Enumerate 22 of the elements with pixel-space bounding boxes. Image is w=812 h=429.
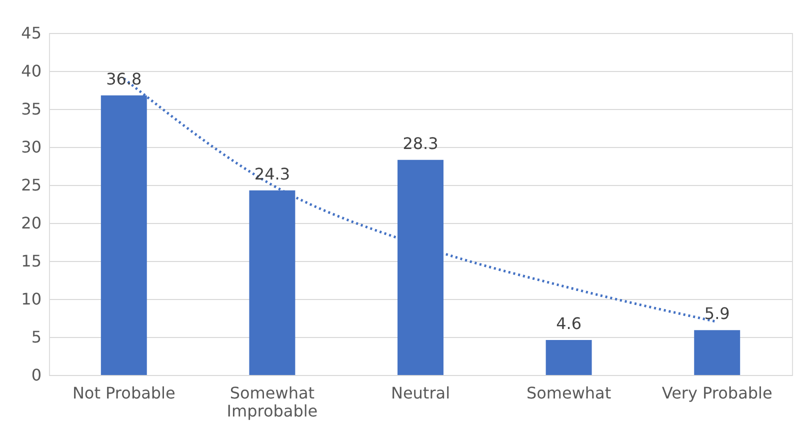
- bar: [546, 340, 592, 375]
- x-tick-label: Very Probable: [662, 384, 772, 402]
- text: 24.3: [254, 164, 290, 184]
- text: 28.3: [402, 134, 438, 153]
- y-tick-label: 0: [31, 366, 42, 384]
- y-tick-label: 5: [31, 328, 42, 346]
- x-tick-label: Neutral: [390, 384, 450, 402]
- y-tick-label: 10: [21, 290, 42, 308]
- text: 36.8: [106, 69, 142, 88]
- x-tick-label: Not Probable: [72, 384, 176, 402]
- y-tick-label: 35: [21, 100, 42, 118]
- y-tick-label: 20: [21, 214, 42, 232]
- x-tick-label: Somewhat: [526, 384, 612, 402]
- y-tick-label: 15: [21, 252, 42, 270]
- y-tick-label: 40: [21, 62, 42, 80]
- y-tick-label: 25: [21, 176, 42, 194]
- x-tick-label: Somewhat Improbable: [226, 384, 318, 420]
- y-tick-label: 30: [21, 138, 42, 156]
- bar: [694, 330, 740, 375]
- text: 4.6: [556, 314, 582, 334]
- y-tick-label: 45: [21, 24, 42, 42]
- text: 5.9: [704, 304, 730, 324]
